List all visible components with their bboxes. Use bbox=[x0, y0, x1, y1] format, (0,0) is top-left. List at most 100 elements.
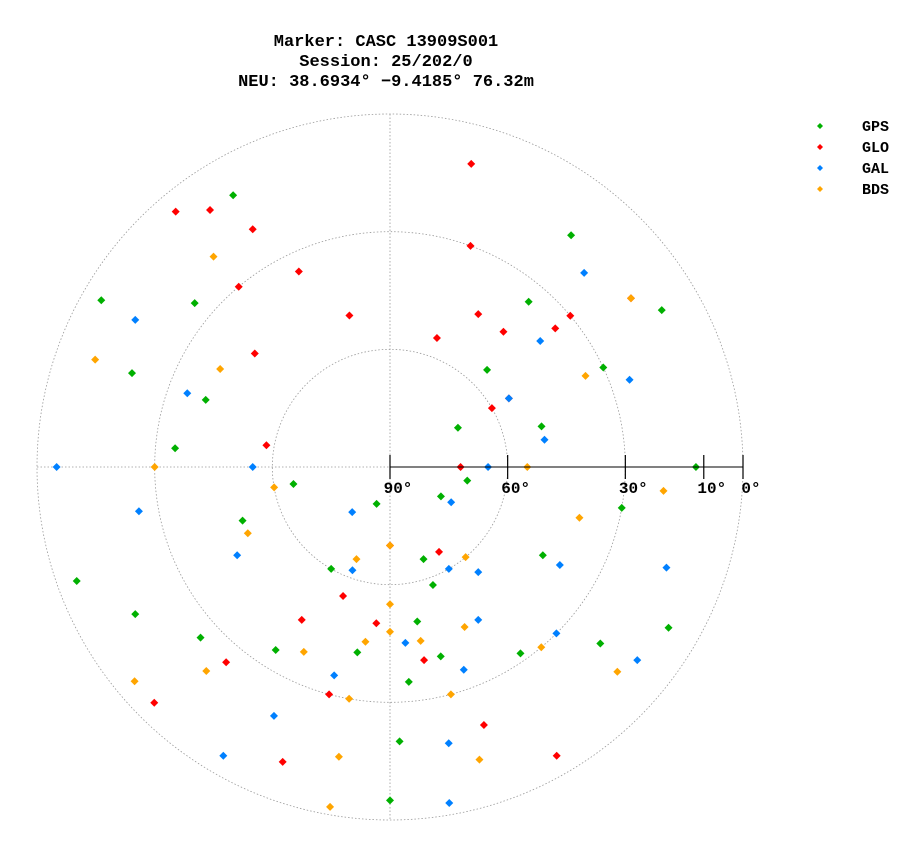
satellite-point bbox=[196, 633, 205, 642]
satellite-point bbox=[446, 690, 455, 699]
satellite-point bbox=[209, 252, 218, 261]
r-tick-label: 90° bbox=[384, 480, 413, 498]
satellite-point bbox=[386, 600, 394, 609]
satellite-point bbox=[361, 637, 370, 646]
satellite-point bbox=[540, 435, 549, 444]
satellite-point bbox=[538, 551, 547, 560]
satellite-point bbox=[134, 507, 143, 516]
satellite-point bbox=[444, 564, 453, 573]
satellite-point bbox=[395, 737, 404, 746]
satellite-point bbox=[664, 623, 673, 632]
satellite-point bbox=[436, 652, 445, 661]
satellite-point bbox=[463, 476, 472, 485]
satellite-point bbox=[581, 371, 590, 380]
satellite-point bbox=[460, 622, 469, 631]
satellite-point bbox=[325, 690, 334, 699]
satellite-point bbox=[270, 483, 279, 492]
satellite-point bbox=[206, 205, 215, 214]
satellite-point bbox=[420, 656, 429, 665]
satellite-point bbox=[150, 698, 159, 707]
satellite-point bbox=[171, 207, 180, 216]
satellite-point bbox=[444, 739, 453, 748]
satellite-point bbox=[625, 375, 634, 384]
satellite-point bbox=[461, 553, 470, 562]
satellite-point bbox=[536, 336, 545, 345]
satellite-point bbox=[271, 645, 280, 654]
satellite-point bbox=[404, 677, 413, 686]
satellite-point bbox=[662, 563, 671, 572]
satellite-point bbox=[386, 627, 394, 636]
satellite-point bbox=[428, 580, 437, 589]
satellite-point bbox=[551, 324, 560, 333]
satellite-point bbox=[248, 463, 257, 471]
legend-label: GLO bbox=[862, 140, 889, 157]
satellite-point bbox=[552, 629, 561, 638]
satellite-point bbox=[617, 503, 626, 512]
satellite-point bbox=[447, 498, 456, 507]
satellite-point bbox=[219, 751, 228, 760]
satellite-point bbox=[353, 648, 362, 657]
chart-title: Session: 25/202/0 bbox=[299, 53, 472, 72]
satellite-point bbox=[131, 315, 140, 324]
satellite-point bbox=[566, 311, 575, 320]
satellite-point bbox=[499, 327, 508, 336]
satellite-point bbox=[432, 334, 441, 343]
satellite-point bbox=[474, 615, 483, 624]
satellite-point bbox=[401, 638, 410, 647]
satellite-point bbox=[128, 369, 137, 378]
legend-marker bbox=[817, 165, 823, 171]
satellite-point bbox=[516, 649, 525, 658]
satellite-point bbox=[474, 310, 483, 319]
satellite-point bbox=[504, 394, 513, 403]
chart-title: NEU: 38.6934° −9.4185° 76.32m bbox=[238, 73, 534, 92]
legend-marker bbox=[817, 144, 823, 150]
satellite-point bbox=[386, 541, 394, 550]
satellite-point bbox=[453, 423, 462, 432]
satellite-point bbox=[487, 404, 496, 413]
legend-label: GPS bbox=[862, 119, 889, 136]
satellite-point bbox=[238, 516, 247, 525]
satellite-point bbox=[475, 755, 484, 764]
satellite-point bbox=[339, 591, 348, 600]
satellite-point bbox=[216, 364, 225, 373]
satellite-point bbox=[552, 751, 561, 760]
satellite-point bbox=[234, 282, 243, 291]
satellite-point bbox=[72, 577, 81, 586]
satellite-point bbox=[97, 296, 106, 305]
satellite-point bbox=[262, 441, 271, 450]
satellite-point bbox=[348, 566, 357, 575]
satellite-point bbox=[150, 463, 159, 471]
satellite-point bbox=[413, 617, 422, 626]
satellite-point bbox=[352, 555, 361, 564]
satellite-point bbox=[659, 486, 668, 495]
satellite-point bbox=[537, 643, 546, 652]
satellite-point bbox=[466, 241, 475, 250]
satellite-point bbox=[334, 752, 343, 761]
r-tick-label: 10° bbox=[697, 480, 726, 498]
satellite-point bbox=[294, 267, 303, 276]
satellite-point bbox=[289, 480, 298, 489]
satellite-point bbox=[626, 294, 635, 303]
chart-title: Marker: CASC 13909S001 bbox=[274, 33, 498, 52]
satellite-point bbox=[248, 225, 257, 234]
satellite-point bbox=[575, 513, 584, 522]
r-tick-label: 0° bbox=[741, 480, 760, 498]
satellite-point bbox=[233, 551, 242, 560]
satellite-point bbox=[171, 444, 180, 453]
satellite-point bbox=[416, 636, 425, 645]
satellite-point bbox=[386, 796, 394, 805]
satellite-point bbox=[330, 671, 339, 680]
satellite-point bbox=[483, 365, 492, 374]
satellite-point bbox=[524, 297, 533, 306]
satellite-point bbox=[436, 492, 445, 501]
satellite-point bbox=[348, 508, 357, 517]
satellite-point bbox=[327, 564, 336, 573]
satellite-point bbox=[419, 555, 428, 564]
satellite-point bbox=[131, 610, 140, 619]
satellite-point bbox=[297, 615, 306, 624]
satellite-point bbox=[479, 720, 488, 729]
satellite-point bbox=[596, 639, 605, 648]
satellite-point bbox=[474, 568, 483, 577]
satellite-point bbox=[537, 422, 546, 431]
satellite-point bbox=[613, 667, 622, 676]
